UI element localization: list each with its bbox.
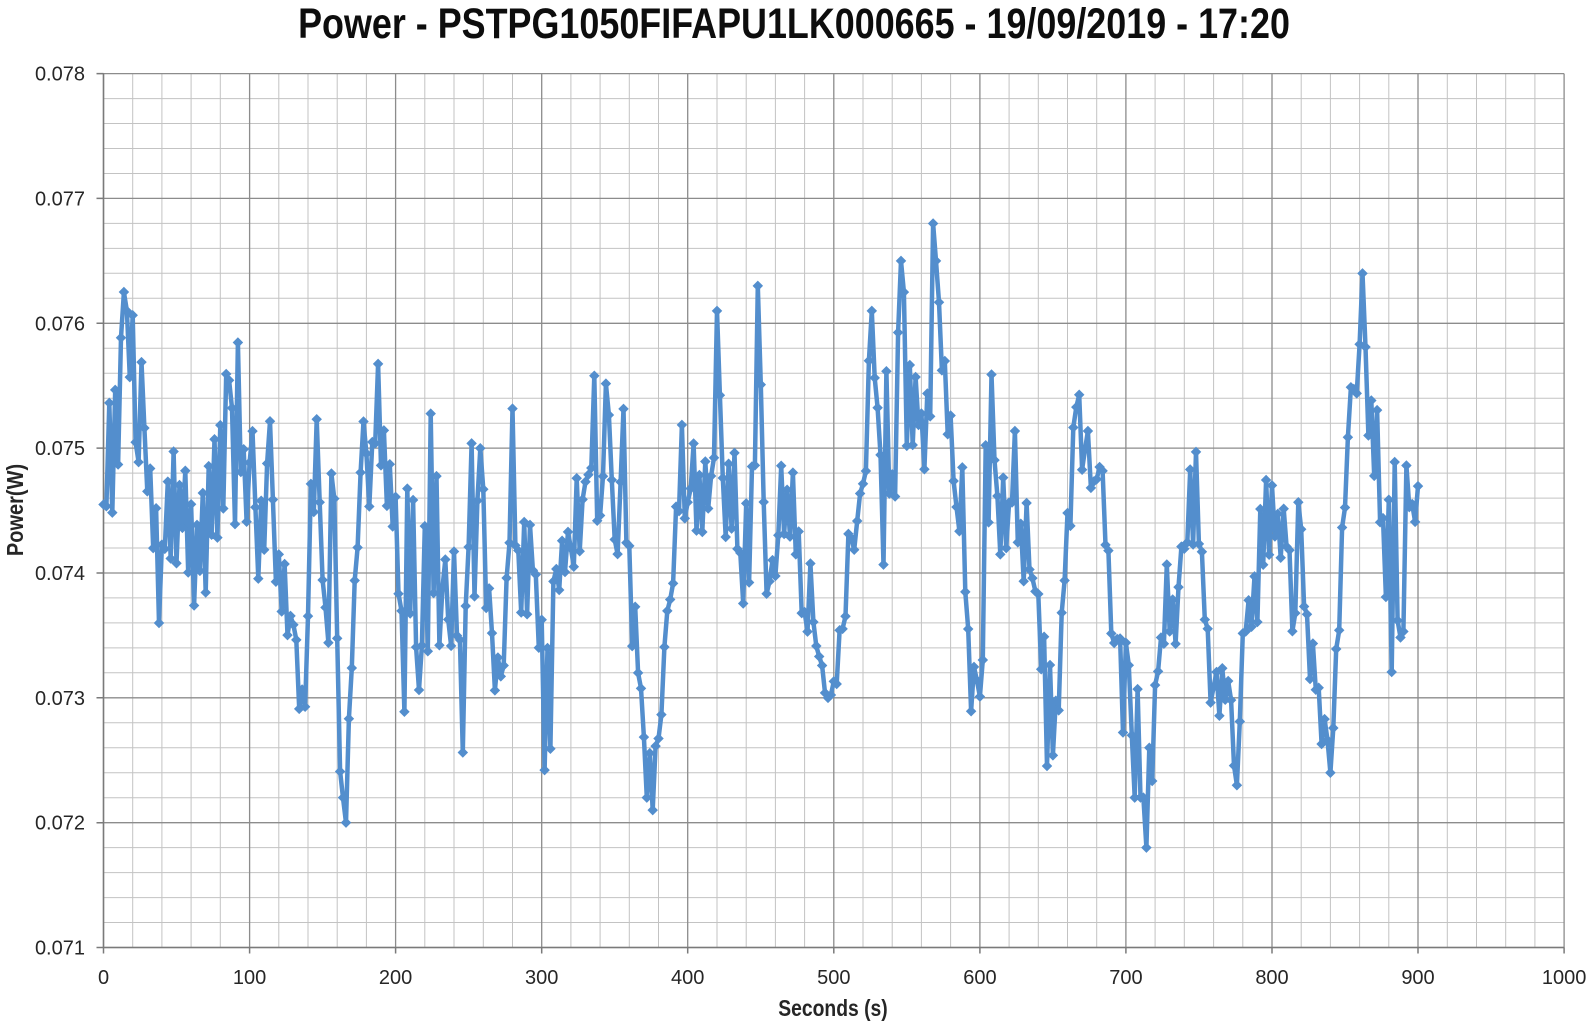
svg-text:600: 600	[963, 967, 996, 989]
svg-text:0.075: 0.075	[35, 438, 85, 460]
svg-text:0.074: 0.074	[35, 563, 85, 585]
svg-text:0.076: 0.076	[35, 313, 85, 335]
svg-text:100: 100	[233, 967, 266, 989]
svg-text:Power(W): Power(W)	[2, 464, 29, 556]
svg-text:1000: 1000	[1542, 967, 1587, 989]
svg-text:0.077: 0.077	[35, 188, 85, 210]
svg-text:200: 200	[379, 967, 412, 989]
svg-text:0.071: 0.071	[35, 938, 85, 960]
svg-text:Power - PSTPG1050FIFAPU1LK0006: Power - PSTPG1050FIFAPU1LK000665 - 19/09…	[298, 0, 1290, 48]
svg-text:0.073: 0.073	[35, 688, 85, 710]
svg-text:400: 400	[671, 967, 704, 989]
svg-text:0.078: 0.078	[35, 64, 85, 86]
svg-text:500: 500	[817, 967, 850, 989]
svg-text:Seconds (s): Seconds (s)	[778, 997, 887, 1022]
svg-text:900: 900	[1401, 967, 1434, 989]
svg-text:800: 800	[1255, 967, 1288, 989]
svg-text:700: 700	[1109, 967, 1142, 989]
svg-text:0.072: 0.072	[35, 813, 85, 835]
svg-text:0: 0	[98, 967, 109, 989]
svg-text:300: 300	[525, 967, 558, 989]
